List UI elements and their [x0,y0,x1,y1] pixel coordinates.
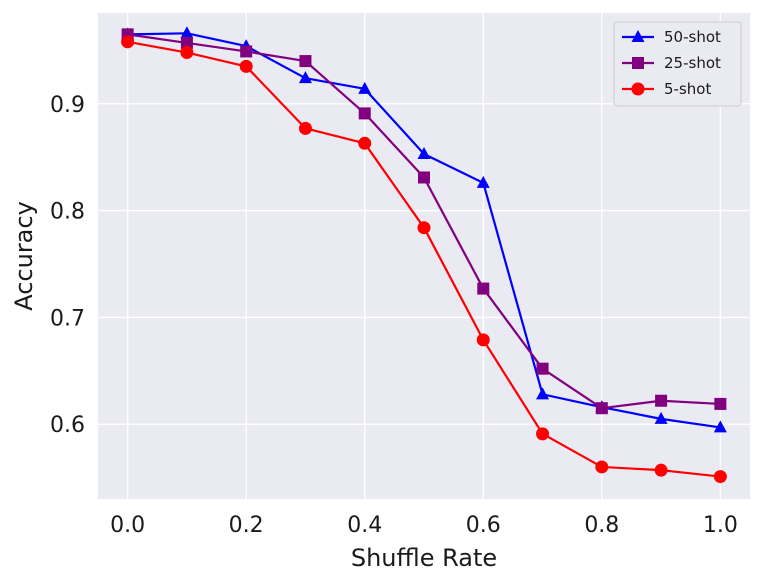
data-point-25-shot [299,55,312,68]
y-axis-title: Accuracy [10,201,38,311]
data-point-5-shot [654,463,668,477]
legend: 50-shot 25-shot 5-shot [613,21,742,107]
legend-label: 50-shot [664,28,721,46]
y-tick-labels: 0.6 0.7 0.8 0.9 [50,93,85,438]
legend-label: 5-shot [664,80,711,98]
data-point-25-shot [180,36,193,49]
series-group [121,26,727,484]
data-point-50-shot [713,420,727,433]
data-point-25-shot [418,171,430,184]
x-axis-title: Shuffle Rate [351,544,497,572]
data-point-5-shot [239,59,253,73]
data-point-25-shot [714,397,727,410]
legend-item-50-shot: 50-shot [622,28,721,46]
data-point-5-shot [180,46,194,60]
x-tick-label: 0.6 [466,513,501,538]
data-point-5-shot [476,333,490,347]
data-point-50-shot [654,411,668,424]
legend-box [613,21,742,107]
x-tick-label: 0.8 [584,513,619,538]
data-point-25-shot [536,362,549,375]
legend-marker [632,57,644,69]
data-point-25-shot [655,394,668,407]
y-tick-label: 0.7 [50,306,85,331]
data-point-25-shot [595,402,608,415]
series-5-shot [121,35,727,484]
y-tick-label: 0.8 [50,200,85,225]
x-tick-label: 0.0 [110,513,145,538]
data-point-5-shot [298,121,312,135]
data-point-50-shot [180,26,194,39]
data-point-50-shot [358,81,372,94]
y-tick-label: 0.6 [50,413,85,438]
data-point-5-shot [121,35,135,49]
data-point-25-shot [358,107,371,120]
legend-item-5-shot: 5-shot [622,80,711,98]
series-25-shot [121,28,727,415]
x-tick-label: 1.0 [703,513,738,538]
data-point-50-shot [417,146,431,159]
data-point-25-shot [477,282,490,295]
data-point-5-shot [536,427,550,441]
data-point-50-shot [476,175,490,188]
data-point-25-shot [121,28,134,41]
legend-label: 25-shot [664,54,721,72]
x-tick-labels: 0.0 0.2 0.4 0.6 0.8 1.0 [110,513,738,538]
data-point-5-shot [417,221,431,235]
data-point-50-shot [536,387,550,400]
data-point-25-shot [240,45,253,58]
legend-item-25-shot: 25-shot [622,54,721,72]
y-tick-label: 0.9 [50,93,85,118]
legend-marker [631,30,645,42]
data-point-5-shot [713,470,727,484]
legend-marker [631,82,645,96]
data-point-50-shot [298,71,312,84]
x-tick-label: 0.2 [229,513,264,538]
x-tick-label: 0.4 [347,513,382,538]
data-point-5-shot [595,460,609,474]
data-point-5-shot [358,136,372,150]
